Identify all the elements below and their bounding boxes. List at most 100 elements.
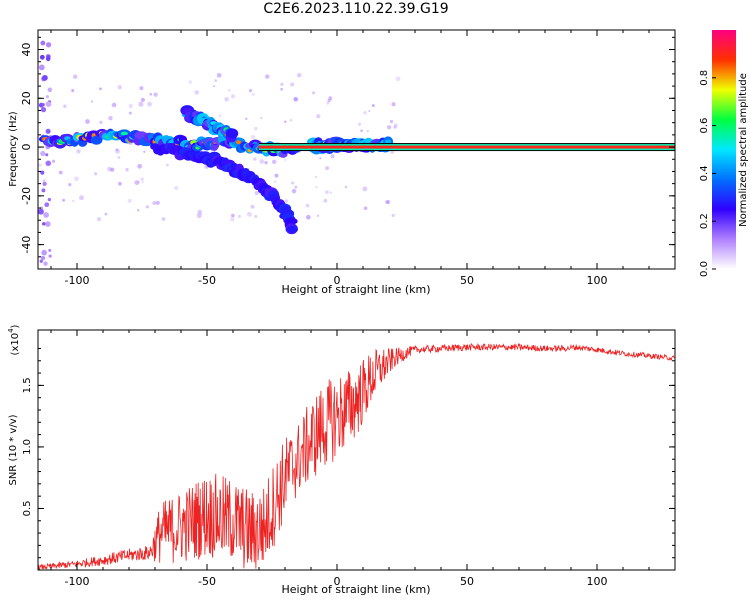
spectrogram-speckle xyxy=(253,126,258,131)
spectrogram-speckle xyxy=(143,150,146,153)
x-tick-label: 50 xyxy=(460,274,474,287)
spectrogram-speckle xyxy=(38,64,45,71)
spectrogram-speckle xyxy=(326,101,330,105)
spectrogram-speckle xyxy=(294,185,298,189)
colorbar-tick-label: 0.4 xyxy=(699,165,710,181)
spectrogram-speckle xyxy=(149,92,153,96)
spectrogram-speckle xyxy=(316,214,320,217)
spectrogram-speckle xyxy=(228,89,231,92)
spectrogram-speckle xyxy=(254,191,259,196)
y-tick-label: -20 xyxy=(20,187,33,205)
colorbar-tick-label: 0.0 xyxy=(699,261,710,277)
spectrogram-speckle xyxy=(76,149,81,154)
spectrogram-speckle xyxy=(125,168,129,172)
spectrogram-speckle xyxy=(115,148,119,152)
spectrogram-x-ticks: -100 -50 0 50 100 xyxy=(50,30,676,287)
snr-multiplier-base: (x10 xyxy=(10,333,21,356)
spectrogram-speckle xyxy=(245,117,248,120)
spectrogram-speckle xyxy=(291,188,297,194)
spectrogram-speckle xyxy=(280,87,284,91)
spectrogram-speckle xyxy=(48,248,52,252)
spectrogram-speckle xyxy=(274,173,279,178)
spectrogram-blob-core xyxy=(235,140,242,145)
spectrogram-y-ticks: -40 -20 0 20 40 xyxy=(20,36,675,270)
spectrogram-speckle xyxy=(47,87,53,93)
y-tick-label: 0 xyxy=(20,144,33,151)
spectrogram-speckle xyxy=(98,87,102,91)
y-tick-label: 40 xyxy=(20,43,33,57)
spectrogram-speckle xyxy=(344,185,348,189)
snr-y-multiplier: (x104) xyxy=(7,324,21,355)
spectrogram-speckle xyxy=(311,91,316,95)
spectrogram-speckle xyxy=(41,249,47,256)
colorbar: 0.0 0.2 0.4 0.6 0.8 Normalized spectral ampl… xyxy=(699,30,749,277)
spectrogram-speckle xyxy=(395,76,401,82)
spectrogram-speckle xyxy=(358,122,362,126)
spectrogram-speckle xyxy=(174,185,179,191)
spectrogram-blob-core xyxy=(120,131,128,136)
spectrogram-panel: -100 -50 0 50 100 -40 -20 0 20 40 Height of stra… xyxy=(8,29,676,296)
spectrogram-speckle xyxy=(136,209,140,212)
spectrogram-speckle xyxy=(147,101,152,107)
spectrogram-speckle xyxy=(138,101,144,107)
spectrogram-speckle xyxy=(362,186,368,192)
spectrogram-speckle xyxy=(305,203,310,208)
snr-series-line xyxy=(37,342,675,570)
y-tick-label: 1.0 xyxy=(22,439,33,455)
spectrogram-speckle xyxy=(224,97,229,102)
spectrogram-speckle xyxy=(155,200,160,205)
snr-frame xyxy=(37,329,676,571)
spectrogram-speckle xyxy=(137,163,143,169)
spectrogram-speckle xyxy=(42,179,46,183)
spectrogram-blob xyxy=(284,217,298,225)
spectrogram-speckle xyxy=(323,198,328,203)
spectrogram-speckle xyxy=(141,180,144,184)
spectrogram-speckle xyxy=(40,40,46,46)
x-tick-label: -100 xyxy=(65,575,90,588)
spectrogram-speckle xyxy=(330,154,335,159)
spectrogram-speckle xyxy=(45,95,50,99)
spectrogram-speckle xyxy=(62,198,66,202)
spectrogram-speckle xyxy=(72,74,78,79)
spectrogram-speckle xyxy=(85,119,90,124)
spectrogram-speckle xyxy=(45,128,51,134)
colorbar-gradient xyxy=(712,30,736,269)
spectrogram-speckle xyxy=(45,56,51,62)
spectrogram-speckle xyxy=(368,110,371,113)
snr-y-label: SNR (10 * v/v) xyxy=(8,414,19,485)
spectrogram-speckle xyxy=(325,190,329,194)
spectrogram-speckle xyxy=(140,177,144,181)
spectrogram-speckle xyxy=(264,161,268,165)
spectrogram-speckle xyxy=(254,214,258,218)
spectrogram-x-label: Height of straight line (km) xyxy=(281,283,430,296)
spectrogram-speckle xyxy=(248,89,253,93)
spectrogram-speckle xyxy=(273,180,277,183)
spectrogram-speckle xyxy=(297,73,302,78)
snr-multiplier-exponent: 4 xyxy=(7,328,15,333)
snr-panel: -100 -50 0 50 100 0.5 1.0 1.5 Height of straig… xyxy=(7,324,676,596)
y-tick-label: 20 xyxy=(20,91,33,105)
spectrogram-speckle xyxy=(293,97,299,102)
spectrogram-speckle xyxy=(393,125,397,129)
spectrogram-speckle xyxy=(43,212,50,218)
spectrogram-speckle xyxy=(196,213,202,219)
spectrogram-speckle xyxy=(45,101,52,107)
spectrogram-blob xyxy=(225,128,239,139)
spectrogram-speckle xyxy=(218,114,221,117)
spectrogram-speckle xyxy=(68,182,72,187)
spectrogram-speckle xyxy=(39,259,43,263)
spectrogram-speckle xyxy=(90,100,94,103)
spectrogram-speckle xyxy=(230,217,235,222)
spectrogram-speckle xyxy=(99,120,103,125)
x-tick-label: 100 xyxy=(587,274,608,287)
spectrogram-speckle xyxy=(213,85,216,88)
spectrogram-speckle xyxy=(153,92,158,97)
spectrogram-speckle xyxy=(117,85,122,90)
spectrogram-speckle xyxy=(117,156,121,159)
spectrogram-speckle xyxy=(45,153,49,157)
spectrogram-speckle xyxy=(385,200,390,205)
colorbar-tick-label: 0.6 xyxy=(699,118,710,134)
x-tick-label: 100 xyxy=(587,575,608,588)
spectrogram-speckle xyxy=(94,172,98,176)
